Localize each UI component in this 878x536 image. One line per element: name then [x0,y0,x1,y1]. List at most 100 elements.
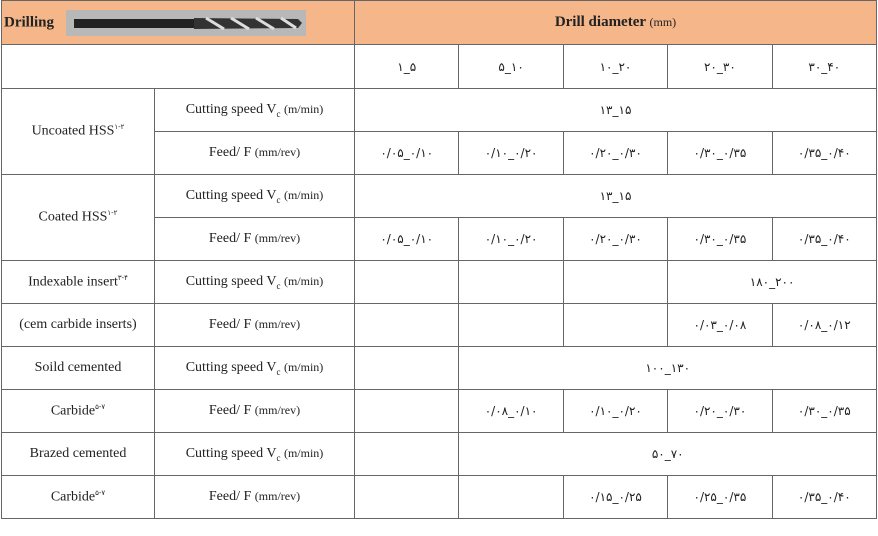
speed-row: Soild cemented Cutting speed Vc (m/min) ۱۰… [1,346,877,390]
feed-value: ۰/۰۵_۰/۱۰ [380,232,434,246]
feed-row: Carbide۵-۷ Feed/ F (mm/rev) ۰/۰۸_۰/۱۰ ۰/۱۰_… [1,389,878,433]
speed-row: Coated HSS۱-۲ Cutting speed Vc (m/min) ۱۳_… [1,174,877,261]
diameter-title: Drill diameter [554,14,646,30]
feed-value: ۰/۳۵_۰/۴۰ [797,490,851,504]
title-cell: Drilling [0,0,356,45]
empty-cell [354,389,460,433]
feed-cell: ۰/۳۵_۰/۴۰ [771,131,878,175]
empty-cell [354,346,460,390]
feed-value: ۰/۰۳_۰/۰۸ [693,318,747,332]
material-name: Carbide [50,489,96,505]
feed-value: ۰/۰۸_۰/۱۲ [797,318,851,332]
speed-cell: ۱۳_۱۵ [354,88,877,132]
speed-label-cell: Cutting speed Vc (m/min) [153,88,356,132]
material-cell: Brazed cemented [1,432,155,476]
table-body: Drilling Drill diameter (mm) ۱_۵ ۵_۱۰ ۱۰_۲۰ ۲… [0,0,878,519]
feed-value: ۰/۲۰_۰/۳۰ [693,404,747,418]
feed-cell: ۰/۳۰_۰/۳۵ [667,217,773,261]
speed-label: Cutting speed V [185,273,277,289]
feed-row: Feed/ F (mm/rev) ۰/۰۵_۰/۱۰ ۰/۱۰_۰/۲۰ ۰/۲۰_۰… [2,217,878,261]
speed-value: ۱۰۰_۱۳۰ [645,361,691,375]
speed-value: ۵۰_۷۰ [651,447,684,461]
feed-label: Feed/ F [208,403,252,418]
speed-row: Uncoated HSS۱-۲ Cutting speed Vc (m/min) ۱… [1,88,877,175]
feed-cell: ۰/۲۰_۰/۳۰ [562,131,669,175]
diameter: ۱_۵ [397,59,417,74]
material-cell: Carbide۵-۷ [1,389,155,433]
feed-value: ۰/۲۰_۰/۳۰ [589,146,642,160]
subscript: c [276,194,281,205]
empty-cell [0,44,356,89]
speed-value: ۱۸۰_۲۰۰ [749,275,795,289]
diameter-cell: ۱_۵ [354,44,460,89]
feed-label: Feed/ F [208,317,252,332]
feed-cell: ۰/۱۰_۰/۲۰ [562,389,669,433]
feed-cell: ۰/۳۰_۰/۳۵ [771,389,878,433]
material-name: Coated HSS [38,209,108,225]
feed-value: ۰/۳۰_۰/۳۵ [797,404,851,418]
diameter: ۵_۱۰ [498,59,524,74]
material-name: Carbide [50,403,96,419]
feed-value: ۰/۱۰_۰/۲۰ [484,232,538,246]
material-cell: Uncoated HSS۱-۲ [1,88,155,175]
diameter-title-cell: Drill diameter (mm) [354,0,877,45]
material-name: Indexable insert [28,274,118,290]
feed-cell: ۰/۲۵_۰/۳۵ [667,475,773,519]
material-name: Uncoated HSS [31,123,115,139]
reference: ۱-۲ [114,123,125,132]
speed-cell: ۱۰۰_۱۳۰ [458,346,877,390]
table-title: Drilling [4,13,55,30]
material-cell: Soild cemented [1,346,155,390]
feed-value: ۰/۳۰_۰/۳۵ [693,146,747,160]
feed-label: Feed/ F [208,145,252,160]
drill-image [66,9,307,36]
feed-label-cell: Feed/ F (mm/rev) [153,389,356,433]
feed-value: ۰/۱۵_۰/۲۵ [589,490,642,504]
diameter-row: ۱_۵ ۵_۱۰ ۱۰_۲۰ ۲۰_۳۰ ۳۰_۴۰ [0,44,878,89]
diameter: ۲۰_۳۰ [703,59,736,74]
feed-cell: ۰/۰۸_۰/۱۰ [458,389,564,433]
feed-value: ۰/۰۸_۰/۱۰ [484,404,538,418]
header-row: Drilling Drill diameter (mm) [0,0,877,45]
feed-cell: ۰/۰۳_۰/۰۸ [667,303,773,347]
reference: ۵-۷ [95,402,106,411]
drilling-table: Drilling Drill diameter (mm) ۱_۵ ۵_۱۰ ۱۰_۲۰ ۲… [0,0,878,519]
subscript: c [276,108,281,119]
speed-row: Indexable insert۳-۴ Cutting speed Vc (m/m… [1,260,877,304]
feed-label-cell: Feed/ F (mm/rev) [153,475,356,519]
speed-row: Brazed cemented Cutting speed Vc (m/min) ۵… [1,432,877,476]
material-name: Soild cemented [34,360,122,375]
material-name: (cem carbide inserts) [19,317,137,332]
reference: ۵-۷ [95,488,106,497]
feed-cell: ۰/۱۰_۰/۲۰ [458,131,564,175]
unit: (m/min) [283,359,324,374]
unit: (mm/rev) [254,489,301,503]
feed-label-cell: Feed/ F (mm/rev) [153,217,356,261]
feed-label: Feed/ F [208,231,252,246]
subscript: c [276,452,281,463]
feed-cell: ۰/۳۵_۰/۴۰ [771,475,878,519]
speed-cell: ۵۰_۷۰ [458,432,877,476]
feed-cell: ۰/۲۰_۰/۳۰ [667,389,773,433]
unit: (mm/rev) [254,403,301,417]
feed-cell: ۰/۱۰_۰/۲۰ [458,217,564,261]
empty-cell [354,260,460,304]
feed-label: Feed/ F [208,489,252,504]
speed-label: Cutting speed V [185,101,277,117]
empty-cell [562,260,669,304]
feed-value: ۰/۱۰_۰/۲۰ [589,404,642,418]
diameter-cell: ۵_۱۰ [458,44,564,89]
unit: (m/min) [283,445,324,460]
speed-label: Cutting speed V [185,445,277,461]
unit: (m/min) [283,187,324,202]
speed-label-cell: Cutting speed Vc (m/min) [153,260,356,304]
unit: (mm/rev) [254,317,301,331]
reference: ۱-۲ [107,209,118,218]
empty-cell [458,303,564,347]
diameter-cell: ۳۰_۴۰ [771,44,878,89]
feed-cell: ۰/۱۵_۰/۲۵ [562,475,669,519]
feed-cell: ۰/۳۵_۰/۴۰ [771,217,878,261]
feed-cell: ۰/۰۸_۰/۱۲ [771,303,878,347]
speed-label: Cutting speed V [185,187,277,203]
